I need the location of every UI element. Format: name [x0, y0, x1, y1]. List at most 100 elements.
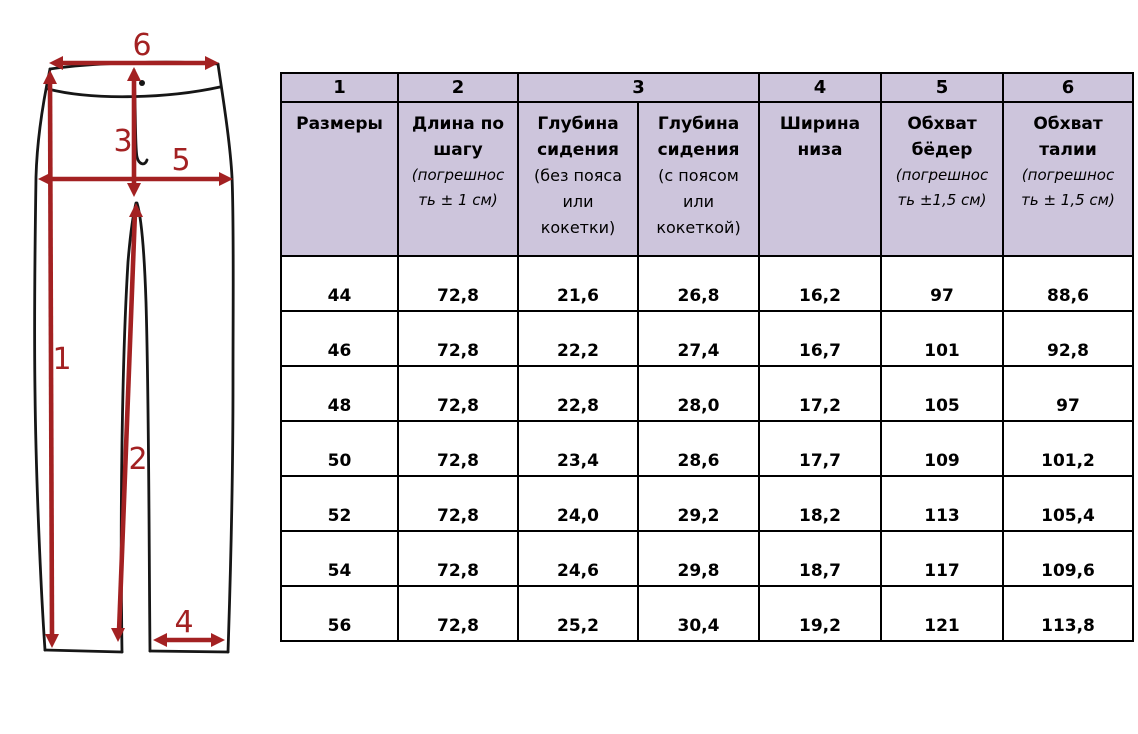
table-cell: 28,6	[637, 420, 760, 477]
pants-schematic-svg: 6 3 5 1 2 4	[33, 28, 235, 654]
table-row: 46 72,8 22,2 27,4 16,7 101 92,8	[280, 310, 1134, 367]
header-number-cell: 1	[280, 72, 399, 103]
table-cell: 105,4	[1002, 475, 1134, 532]
column-header: Ширина низа	[758, 101, 882, 257]
arrow-6-head-right	[205, 56, 219, 70]
measure-label-4: 4	[174, 605, 193, 640]
header-number-cell: 4	[758, 72, 882, 103]
table-cell: 92,8	[1002, 310, 1134, 367]
table-cell: 16,7	[758, 310, 882, 367]
measurement-labels: 6 3 5 1 2 4	[52, 28, 193, 640]
table-row: 50 72,8 23,4 28,6 17,7 109 101,2	[280, 420, 1134, 477]
table-cell: 26,8	[637, 255, 760, 312]
table-cell: 72,8	[397, 585, 519, 642]
table-cell: 29,2	[637, 475, 760, 532]
table-cell: 17,7	[758, 420, 882, 477]
table-cell: 109	[880, 420, 1004, 477]
arrow-5-head-left	[38, 172, 52, 186]
arrow-4-head-right	[211, 633, 225, 647]
table-cell: 24,0	[517, 475, 639, 532]
table-cell: 121	[880, 585, 1004, 642]
measure-label-5: 5	[171, 143, 190, 178]
table-cell: 18,2	[758, 475, 882, 532]
arrow-2-line	[116, 211, 138, 633]
right-outer-seam	[216, 62, 235, 654]
waist-button	[139, 80, 145, 86]
left-hem-line	[43, 648, 124, 654]
table-cell: 56	[280, 585, 399, 642]
measure-label-3: 3	[113, 124, 132, 159]
measure-label-2: 2	[128, 442, 147, 477]
column-header: Глубина сидения (с поясом или кокеткой)	[637, 101, 760, 257]
table-cell: 30,4	[637, 585, 760, 642]
table-cell: 44	[280, 255, 399, 312]
column-header: Обхват талии (погрешнос ть ± 1,5 см)	[1002, 101, 1134, 257]
table-cell: 97	[1002, 365, 1134, 422]
arrow-5-head-right	[219, 172, 233, 186]
table-cell: 113	[880, 475, 1004, 532]
table-cell: 22,2	[517, 310, 639, 367]
table-row: 44 72,8 21,6 26,8 16,2 97 88,6	[280, 255, 1134, 312]
table-cell: 72,8	[397, 255, 519, 312]
table-cell: 105	[880, 365, 1004, 422]
table-cell: 101	[880, 310, 1004, 367]
table-cell: 17,2	[758, 365, 882, 422]
column-header: Глубина сидения (без пояса или кокетки)	[517, 101, 639, 257]
table-cell: 25,2	[517, 585, 639, 642]
table-cell: 27,4	[637, 310, 760, 367]
size-chart-table: 1 2 3 4 5 6 Размеры Длина по шагу (погрешно…	[280, 72, 1134, 642]
table-cell: 19,2	[758, 585, 882, 642]
size-table-body: 44 72,8 21,6 26,8 16,2 97 88,6 46 72,8 22,2 27,4 16…	[280, 255, 1134, 642]
table-cell: 72,8	[397, 310, 519, 367]
table-cell: 28,0	[637, 365, 760, 422]
table-row: 48 72,8 22,8 28,0 17,2 105 97	[280, 365, 1134, 422]
measurement-arrows	[38, 56, 233, 648]
table-cell: 50	[280, 420, 399, 477]
left-outer-seam	[33, 67, 52, 652]
header-number-cell: 6	[1002, 72, 1134, 103]
table-cell: 72,8	[397, 530, 519, 587]
table-cell: 101,2	[1002, 420, 1134, 477]
table-cell: 21,6	[517, 255, 639, 312]
arrow-3-head-top	[127, 67, 141, 81]
arrow-6-head-left	[49, 56, 63, 70]
table-row: 54 72,8 24,6 29,8 18,7 117 109,6	[280, 530, 1134, 587]
header-number-cell: 3	[517, 72, 760, 103]
table-cell: 54	[280, 530, 399, 587]
table-header-row-numbers: 1 2 3 4 5 6	[280, 72, 1134, 103]
column-header: Размеры	[280, 101, 399, 257]
measure-label-6: 6	[132, 28, 151, 63]
measure-label-1: 1	[52, 342, 71, 377]
arrow-2-head-top	[129, 203, 143, 217]
header-number-cell: 5	[880, 72, 1004, 103]
table-cell: 18,7	[758, 530, 882, 587]
table-row: 52 72,8 24,0 29,2 18,2 113 105,4	[280, 475, 1134, 532]
right-hem-line	[148, 649, 230, 654]
table-header-row-titles: Размеры Длина по шагу (погрешнос ть ± 1 см) Г…	[280, 101, 1134, 257]
table-cell: 29,8	[637, 530, 760, 587]
header-number-cell: 2	[397, 72, 519, 103]
table-cell: 72,8	[397, 475, 519, 532]
arrow-2-head-bottom	[111, 628, 125, 642]
table-cell: 72,8	[397, 365, 519, 422]
arrow-4-head-left	[153, 633, 167, 647]
table-cell: 16,2	[758, 255, 882, 312]
table-cell: 72,8	[397, 420, 519, 477]
right-inseam	[135, 201, 152, 653]
table-row: 56 72,8 25,2 30,4 19,2 121 113,8	[280, 585, 1134, 642]
table-cell: 24,6	[517, 530, 639, 587]
table-cell: 48	[280, 365, 399, 422]
table-cell: 22,8	[517, 365, 639, 422]
arrow-3-head-bottom	[127, 183, 141, 197]
table-cell: 88,6	[1002, 255, 1134, 312]
table-cell: 113,8	[1002, 585, 1134, 642]
table-cell: 109,6	[1002, 530, 1134, 587]
column-header: Длина по шагу (погрешнос ть ± 1 см)	[397, 101, 519, 257]
arrow-1-head-top	[43, 70, 57, 84]
arrow-1-head-bottom	[45, 634, 59, 648]
table-cell: 97	[880, 255, 1004, 312]
table-cell: 52	[280, 475, 399, 532]
table-cell: 23,4	[517, 420, 639, 477]
table-cell: 46	[280, 310, 399, 367]
pants-measurement-diagram: 6 3 5 1 2 4	[0, 0, 280, 700]
